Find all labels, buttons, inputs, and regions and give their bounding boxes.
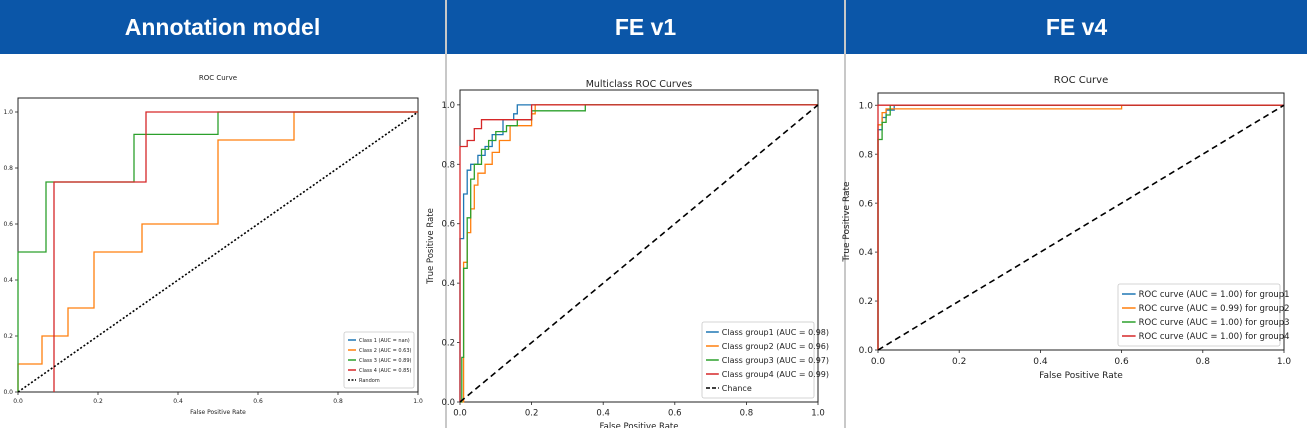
- x-tick-label: 0.4: [596, 409, 610, 419]
- series-line: [459, 104, 818, 402]
- panel-header: Annotation model: [0, 0, 445, 54]
- y-tick-label: 0.0: [441, 398, 455, 408]
- x-tick-label: 0.2: [93, 398, 103, 405]
- legend-label: Class group1 (AUC = 0.98): [722, 328, 829, 337]
- legend-label: ROC curve (AUC = 1.00) for group4: [1139, 332, 1290, 342]
- x-axis-label: False Positive Rate: [190, 409, 246, 416]
- y-tick-label: 0.6: [441, 220, 455, 230]
- panel-divider: [844, 0, 846, 428]
- series-line: [877, 104, 1285, 351]
- x-tick-label: 1.0: [811, 409, 825, 419]
- legend-label: Class 1 (AUC = nan): [359, 338, 410, 344]
- y-tick-label: 0.4: [3, 277, 13, 284]
- panel-header: FE v1: [447, 0, 844, 54]
- series-line: [53, 111, 418, 392]
- legend-label: Class 4 (AUC = 0.85): [359, 368, 412, 374]
- series-line: [17, 111, 419, 393]
- series-line: [459, 104, 819, 403]
- y-tick-label: 0.2: [3, 333, 13, 340]
- legend-label: Class group2 (AUC = 0.96): [722, 342, 829, 351]
- series-line: [17, 111, 418, 392]
- legend-label: Class group3 (AUC = 0.97): [722, 356, 829, 365]
- x-tick-label: 0.4: [173, 398, 183, 405]
- series-line: [877, 104, 1284, 350]
- roc-chart-annotation-model: ROC Curve 0.0 0.2 0.4 0.6 0.8 1.0 0.0 0.2 0.4 0.6 0…: [0, 74, 423, 416]
- legend-label: ROC curve (AUC = 1.00) for group3: [1139, 318, 1290, 328]
- y-tick-label: 1.0: [859, 101, 874, 111]
- x-tick-label: 0.2: [952, 357, 966, 367]
- y-tick-label: 0.8: [859, 150, 874, 160]
- x-tick-label: 0.8: [333, 398, 343, 405]
- x-tick-label: 0.8: [1196, 357, 1211, 367]
- legend-label: Class 2 (AUC = 0.63): [359, 348, 412, 354]
- y-tick-label: 1.0: [3, 109, 13, 116]
- x-tick-label: 0.0: [871, 357, 886, 367]
- chart-title: Multiclass ROC Curves: [586, 79, 693, 90]
- x-axis-label: False Positive Rate: [600, 422, 679, 428]
- y-tick-label: 0.4: [441, 279, 455, 289]
- x-tick-label: 0.6: [668, 409, 682, 419]
- x-axis-label: False Positive Rate: [1039, 371, 1123, 381]
- y-axis-label: True Positive Rate: [0, 218, 1, 273]
- legend-label: ROC curve (AUC = 1.00) for group1: [1139, 290, 1290, 300]
- y-tick-label: 0.6: [859, 199, 874, 209]
- legend-label: Class 3 (AUC = 0.89): [359, 358, 412, 364]
- y-tick-label: 0.4: [859, 248, 874, 258]
- y-axis-label: True Positive Rate: [842, 181, 852, 263]
- x-tick-label: 1.0: [1277, 357, 1292, 367]
- y-tick-label: 0.2: [441, 339, 455, 349]
- legend-label: Random: [359, 378, 380, 384]
- x-tick-label: 0.0: [453, 409, 467, 419]
- chart-title: ROC Curve: [1054, 75, 1108, 86]
- panel-divider: [445, 0, 447, 428]
- y-tick-label: 0.2: [859, 297, 873, 307]
- series-line: [877, 104, 1284, 350]
- y-tick-label: 1.0: [441, 101, 455, 111]
- series-line: [877, 104, 1284, 350]
- y-tick-label: 0.6: [3, 221, 13, 228]
- x-tick-label: 0.8: [740, 409, 754, 419]
- plot-frame: [17, 97, 419, 393]
- x-tick-label: 0.6: [1114, 357, 1129, 367]
- panel-fe-v4: FE v4 ROC Curve 0.0 0.2 0.4 0.6 0.8 1.0 0.0 0.2 0…: [842, 0, 1307, 428]
- y-tick-label: 0.8: [3, 165, 13, 172]
- x-tick-label: 0.6: [253, 398, 263, 405]
- panel-header: FE v4: [846, 0, 1307, 54]
- series-line: [459, 104, 818, 402]
- x-tick-label: 0.0: [13, 398, 23, 405]
- roc-chart-fe-v1: Multiclass ROC Curves 0.0 0.2 0.4 0.6 0.8 1.0 0…: [426, 79, 829, 428]
- legend-label: ROC curve (AUC = 0.99) for group2: [1139, 304, 1290, 314]
- legend-box: [1117, 283, 1281, 347]
- roc-chart-fe-v4: ROC Curve 0.0 0.2 0.4 0.6 0.8 1.0 0.0 0.2 0.4 0.6 0…: [842, 75, 1292, 381]
- y-tick-label: 0.0: [859, 346, 874, 356]
- y-tick-label: 0.0: [3, 389, 13, 396]
- chart-title: ROC Curve: [199, 74, 237, 82]
- x-tick-label: 0.4: [1033, 357, 1048, 367]
- panel-fe-v1: FE v1 Multiclass ROC Curves 0.0 0.2 0.4 0.6 0…: [426, 0, 844, 428]
- y-tick-label: 0.8: [441, 160, 455, 170]
- panel-annotation-model: Annotation model ROC Curve 0.0 0.2 0.4 0.6 0.…: [0, 0, 445, 428]
- legend-label: Chance: [722, 384, 752, 393]
- legend-label: Class group4 (AUC = 0.99): [722, 370, 829, 379]
- x-tick-label: 0.2: [525, 409, 539, 419]
- legend-box: [343, 331, 415, 389]
- x-tick-label: 1.0: [413, 398, 423, 405]
- y-axis-label: True Positive Rate: [426, 208, 436, 285]
- legend-box: [701, 321, 815, 399]
